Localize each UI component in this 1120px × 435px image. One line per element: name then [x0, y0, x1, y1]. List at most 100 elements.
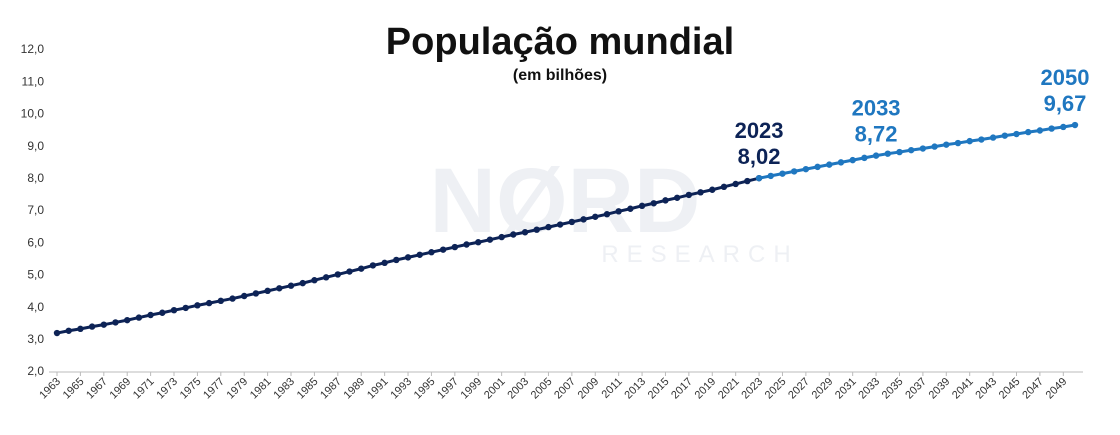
point — [88, 323, 96, 330]
point — [77, 325, 84, 333]
chart-title: População mundial — [386, 21, 734, 63]
point — [907, 146, 915, 154]
point — [135, 314, 143, 321]
x-tick-label: 1977 — [201, 376, 227, 402]
x-tick-label: 1971 — [131, 376, 157, 402]
x-tick-label: 2047 — [1020, 376, 1046, 402]
point — [673, 194, 681, 201]
point — [205, 299, 213, 307]
x-tick-label: 2017 — [669, 376, 695, 402]
x-tick-label: 2037 — [903, 376, 929, 402]
chart-subtitle: (em bilhões) — [513, 67, 607, 84]
point — [872, 152, 880, 159]
y-tick-label: 6,0 — [27, 235, 44, 249]
point — [428, 249, 435, 256]
annotation-year: 2050 — [1041, 65, 1090, 90]
point — [697, 189, 704, 196]
line — [758, 123, 1076, 180]
point — [603, 211, 611, 218]
x-tick-label: 2049 — [1044, 376, 1070, 402]
annotation-value: 8,72 — [855, 122, 898, 147]
x-tick-label: 1967 — [84, 376, 110, 402]
point — [685, 191, 693, 199]
x-tick-label: 2013 — [622, 376, 648, 402]
point — [580, 216, 587, 223]
point — [299, 279, 306, 287]
y-tick-label: 12,0 — [21, 42, 45, 56]
x-tick-label: 2031 — [833, 376, 859, 402]
point — [252, 290, 260, 297]
x-tick-label: 2015 — [646, 376, 672, 402]
point — [451, 243, 459, 251]
x-tick-label: 2033 — [856, 376, 882, 402]
x-tick-label: 1981 — [248, 376, 274, 402]
point — [475, 239, 482, 246]
x-tick-label: 1969 — [108, 376, 134, 402]
x-tick-label: 1965 — [61, 376, 87, 402]
point — [568, 218, 576, 226]
point — [592, 213, 599, 220]
point — [182, 304, 189, 312]
annotation-year: 2033 — [852, 96, 901, 121]
point — [393, 256, 400, 264]
x-tick-label: 1993 — [388, 376, 414, 402]
point — [767, 172, 774, 180]
point — [966, 137, 973, 145]
point — [849, 156, 856, 164]
x-tick-label: 2025 — [763, 376, 789, 402]
point — [837, 159, 845, 166]
point — [556, 221, 564, 228]
x-tick-label: 2005 — [529, 376, 555, 402]
point — [404, 254, 412, 261]
x-tick-label: 2021 — [716, 376, 742, 402]
x-tick-label: 1983 — [271, 376, 297, 402]
point — [358, 265, 365, 272]
x-tick-label: 1975 — [178, 376, 204, 402]
point — [755, 174, 763, 182]
x-tick-label: 2027 — [786, 376, 812, 402]
x-tick-label: 2023 — [739, 376, 765, 402]
point — [919, 145, 927, 152]
x-tick-label: 1995 — [412, 376, 438, 402]
point — [381, 259, 388, 267]
point — [311, 277, 318, 284]
point — [1060, 123, 1067, 131]
point — [790, 168, 798, 175]
point — [943, 141, 950, 148]
x-tick-label: 2003 — [505, 376, 531, 402]
x-tick-label: 2011 — [600, 376, 625, 401]
y-tick-label: 3,0 — [27, 332, 44, 346]
point — [1024, 128, 1032, 136]
x-tick-label: 1989 — [342, 376, 368, 402]
point — [346, 268, 353, 275]
x-tick-label: 1987 — [318, 376, 344, 402]
point — [287, 282, 295, 289]
point — [1001, 132, 1008, 139]
point — [638, 202, 646, 210]
point — [732, 180, 739, 188]
point — [65, 327, 72, 334]
x-tick-label: 2009 — [576, 376, 602, 402]
point — [322, 274, 330, 281]
point — [486, 236, 494, 243]
point — [147, 311, 154, 319]
point — [498, 233, 505, 241]
point — [1036, 127, 1044, 134]
point — [744, 177, 751, 185]
point — [521, 229, 529, 236]
point — [861, 154, 868, 162]
point — [217, 297, 225, 305]
annotation-year: 2023 — [735, 118, 784, 143]
point — [545, 223, 552, 231]
x-tick-label: 2041 — [950, 376, 976, 402]
point — [369, 262, 377, 269]
y-tick-label: 9,0 — [27, 139, 44, 153]
point — [779, 170, 786, 177]
x-tick-label: 1963 — [37, 376, 63, 402]
point — [194, 302, 201, 309]
annotation-value: 8,02 — [738, 144, 781, 169]
point — [650, 200, 657, 207]
point — [978, 136, 985, 143]
point — [627, 205, 634, 212]
